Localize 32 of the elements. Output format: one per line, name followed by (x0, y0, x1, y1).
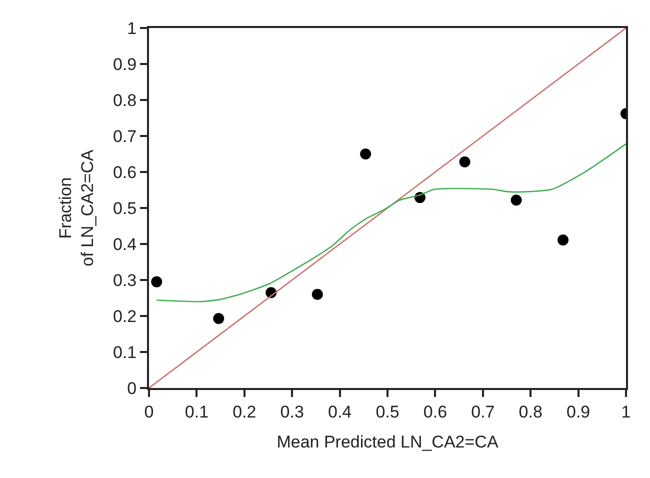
point (213, 313, 224, 324)
y-axis-title: Fraction of LN_CA2=CA (56, 148, 98, 266)
x-tick-label: 0.6 (423, 402, 448, 422)
point (459, 156, 470, 168)
y-tick-label: 0.4 (112, 234, 137, 254)
y-tick-label: 0.7 (112, 126, 137, 146)
y-tick-label: 0.3 (112, 270, 137, 290)
x-tick-label: 0.2 (232, 402, 256, 422)
x-tick-label: 0 (144, 402, 154, 422)
y-tick-label: 0.9 (112, 54, 137, 74)
point (558, 234, 569, 246)
point (312, 288, 323, 300)
line-series (156, 143, 626, 302)
y-tick-label: 0.8 (112, 90, 137, 110)
y-tick-label: 1 (127, 18, 137, 38)
y-tick-label: 0.5 (112, 198, 137, 218)
y-tick-label: 0 (127, 378, 137, 398)
x-tick-label: 0.1 (184, 402, 209, 422)
y-tick-label: 0.2 (112, 306, 137, 326)
y-tick-label: 0.1 (112, 342, 137, 362)
x-tick-label: 0.7 (471, 402, 495, 422)
x-tick-label: 0.4 (328, 402, 352, 422)
point (151, 276, 162, 288)
x-tick-label: 1 (621, 402, 631, 422)
x-tick-label: 0.5 (376, 402, 400, 422)
y-tick-label: 0.6 (112, 162, 137, 182)
x-tick-label: 0.8 (518, 402, 542, 422)
x-tick-label: 0.9 (566, 402, 590, 422)
x-axis-title: Mean Predicted LN_CA2=CA (276, 432, 499, 452)
point (360, 148, 372, 160)
point (510, 194, 522, 206)
x-tick-label: 0.3 (280, 402, 304, 422)
